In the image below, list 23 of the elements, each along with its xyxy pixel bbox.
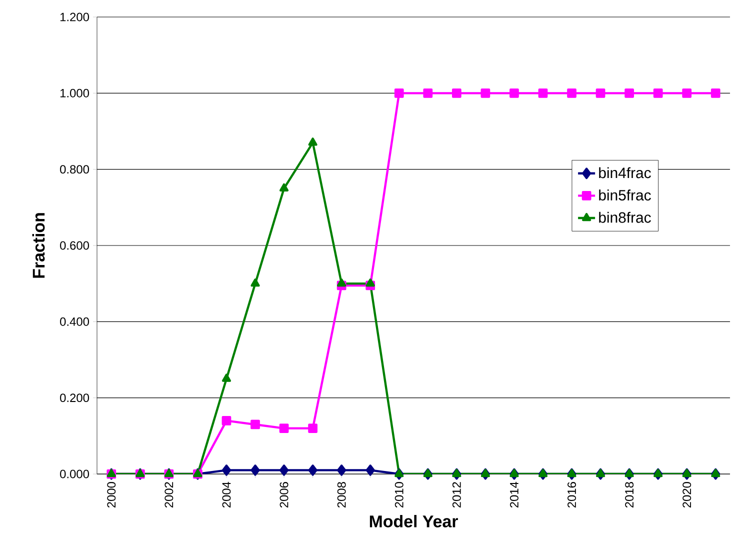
legend-label: bin4frac xyxy=(599,167,651,178)
y-tick-label: 0.200 xyxy=(60,394,90,402)
x-tick-label: 2010 xyxy=(394,482,404,508)
x-tick-label: 2014 xyxy=(510,482,518,508)
x-tick-label: 2020 xyxy=(682,482,692,508)
x-axis-title: Model Year xyxy=(370,514,458,528)
x-tick-label: 2018 xyxy=(625,482,634,508)
x-tick-label: 2004 xyxy=(222,482,231,508)
x-tick-label: 2008 xyxy=(337,482,346,508)
y-tick-label: 0.400 xyxy=(60,317,90,326)
legend-label: bin5frac xyxy=(599,190,651,201)
y-tick-label: 1.200 xyxy=(60,12,90,22)
x-tick-label: 2016 xyxy=(568,482,576,508)
y-tick-label: 0.600 xyxy=(60,241,90,250)
y-tick-label: 0.800 xyxy=(60,165,90,174)
x-tick-label: 2006 xyxy=(280,482,288,508)
y-tick-label: 1.000 xyxy=(60,88,90,98)
legend-label: bin8frac xyxy=(599,212,651,223)
x-tick-label: 2012 xyxy=(452,482,461,508)
x-tick-label: 2002 xyxy=(164,482,174,508)
y-axis-title: Fraction xyxy=(32,213,45,278)
y-tick-label: 0.000 xyxy=(60,470,90,478)
x-tick-label: 2000 xyxy=(107,482,116,508)
